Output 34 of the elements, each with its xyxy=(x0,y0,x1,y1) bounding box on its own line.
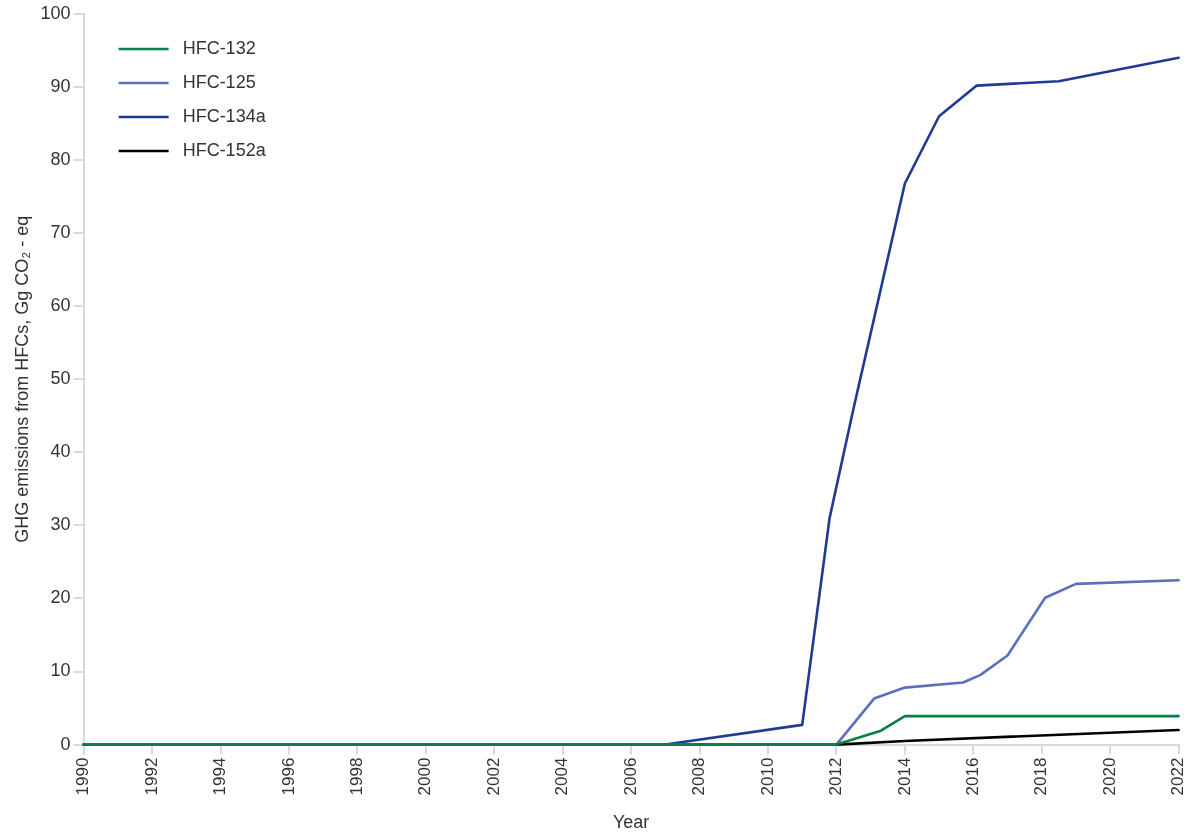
x-tick-label: 1994 xyxy=(210,757,230,796)
x-tick-label: 2010 xyxy=(757,757,777,796)
legend-label: HFC-132 xyxy=(182,37,256,58)
x-tick-label: 2020 xyxy=(1099,757,1119,796)
x-tick-label: 2004 xyxy=(552,757,572,796)
y-tick-label: 80 xyxy=(50,149,71,170)
legend-label: HFC-134a xyxy=(182,105,267,126)
y-tick-label: 10 xyxy=(50,660,71,681)
x-tick-label: 1992 xyxy=(141,757,161,796)
x-tick-label: 2012 xyxy=(826,757,846,796)
y-tick-label: 40 xyxy=(50,441,71,462)
y-tick-label: 90 xyxy=(50,76,71,97)
x-tick-label: 1990 xyxy=(73,757,93,796)
x-tick-label: 2002 xyxy=(483,757,503,796)
x-axis-title: Year xyxy=(612,812,650,833)
y-axis-title: GHG emissions from HFCs, Gg CO₂ - eq xyxy=(11,215,32,543)
legend-label: HFC-125 xyxy=(182,71,256,92)
y-tick-label: 0 xyxy=(60,733,71,754)
x-tick-label: 2006 xyxy=(620,757,640,796)
y-tick-label: 60 xyxy=(50,295,71,316)
x-tick-label: 2022 xyxy=(1168,757,1188,796)
x-tick-label: 2014 xyxy=(894,757,914,796)
x-tick-label: 1998 xyxy=(347,757,367,796)
y-tick-label: 70 xyxy=(50,222,71,243)
legend-label: HFC-152a xyxy=(182,139,267,160)
x-tick-label: 1996 xyxy=(278,757,298,796)
y-tick-label: 30 xyxy=(50,514,71,535)
x-tick-label: 2016 xyxy=(962,757,982,796)
x-tick-label: 2018 xyxy=(1031,757,1051,796)
y-tick-label: 100 xyxy=(40,2,71,23)
y-tick-label: 50 xyxy=(50,368,71,389)
x-tick-label: 2000 xyxy=(415,757,435,796)
x-tick-label: 2008 xyxy=(689,757,709,796)
y-tick-label: 20 xyxy=(50,587,71,608)
